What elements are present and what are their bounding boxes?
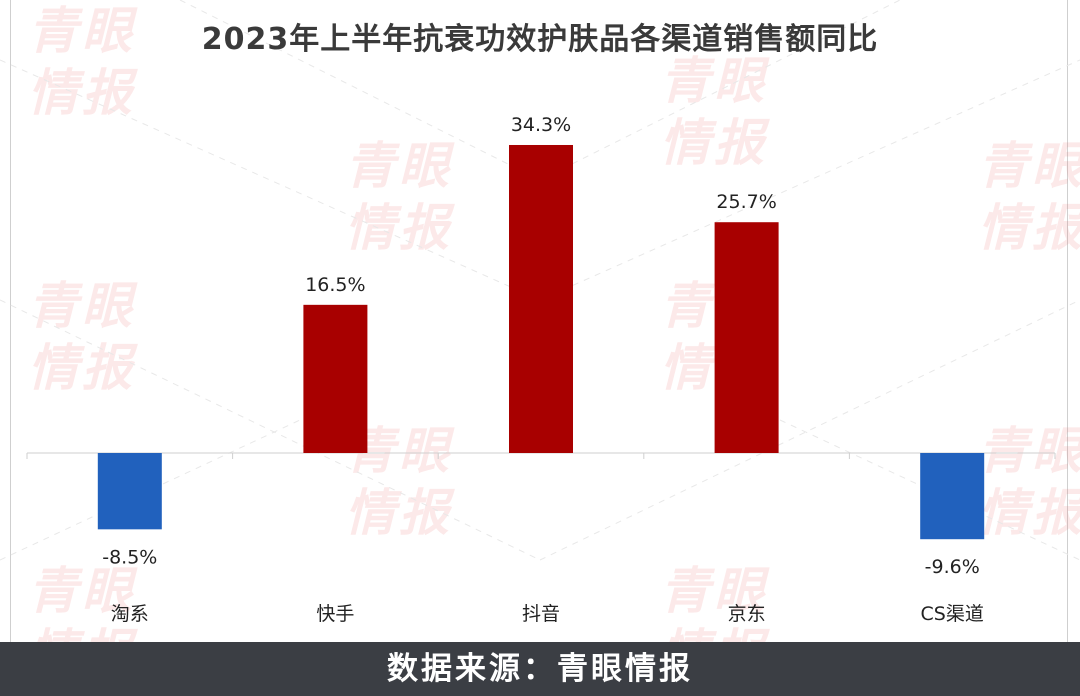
x-tick-label: 抖音: [522, 603, 560, 625]
bar-淘系: [97, 453, 162, 530]
data-label: 16.5%: [305, 274, 365, 296]
data-label: -9.6%: [925, 556, 980, 578]
x-tick-label: 京东: [728, 603, 766, 625]
axis-layer: [26, 452, 1056, 459]
watermark-diagonals: [0, 0, 1080, 561]
x-tick-label: 快手: [316, 603, 354, 625]
bars-layer: [97, 144, 985, 540]
bar-京东: [714, 222, 779, 453]
bar-CS渠道: [920, 453, 985, 540]
data-label: 25.7%: [716, 191, 776, 213]
data-label: 34.3%: [511, 114, 571, 136]
watermark-diagonal-line: [539, 299, 1080, 561]
chart-title: 2023年上半年抗衰功效护肤品各渠道销售额同比: [201, 22, 879, 57]
watermark-diagonal-line: [539, 59, 1080, 301]
labels-layer: -8.5% 淘系 16.5% 快手 34.3% 抖音 25.7% 京东 -9.6% CS渠道: [102, 114, 984, 625]
chart-frame: [10, 0, 1068, 642]
chart-svg: -8.5% 淘系 16.5% 快手 34.3% 抖音 25.7% 京东 -9.6% CS渠道: [0, 0, 1080, 625]
data-label: -8.5%: [102, 546, 157, 568]
source-footer: 数据来源：青眼情报: [0, 642, 1080, 696]
bar-快手: [303, 304, 368, 453]
bar-抖音: [509, 144, 573, 453]
watermark-diagonal-line: [0, 299, 541, 561]
x-tick-label: CS渠道: [921, 603, 984, 625]
watermark-diagonal-line: [0, 59, 541, 301]
x-tick-label: 淘系: [111, 603, 149, 625]
